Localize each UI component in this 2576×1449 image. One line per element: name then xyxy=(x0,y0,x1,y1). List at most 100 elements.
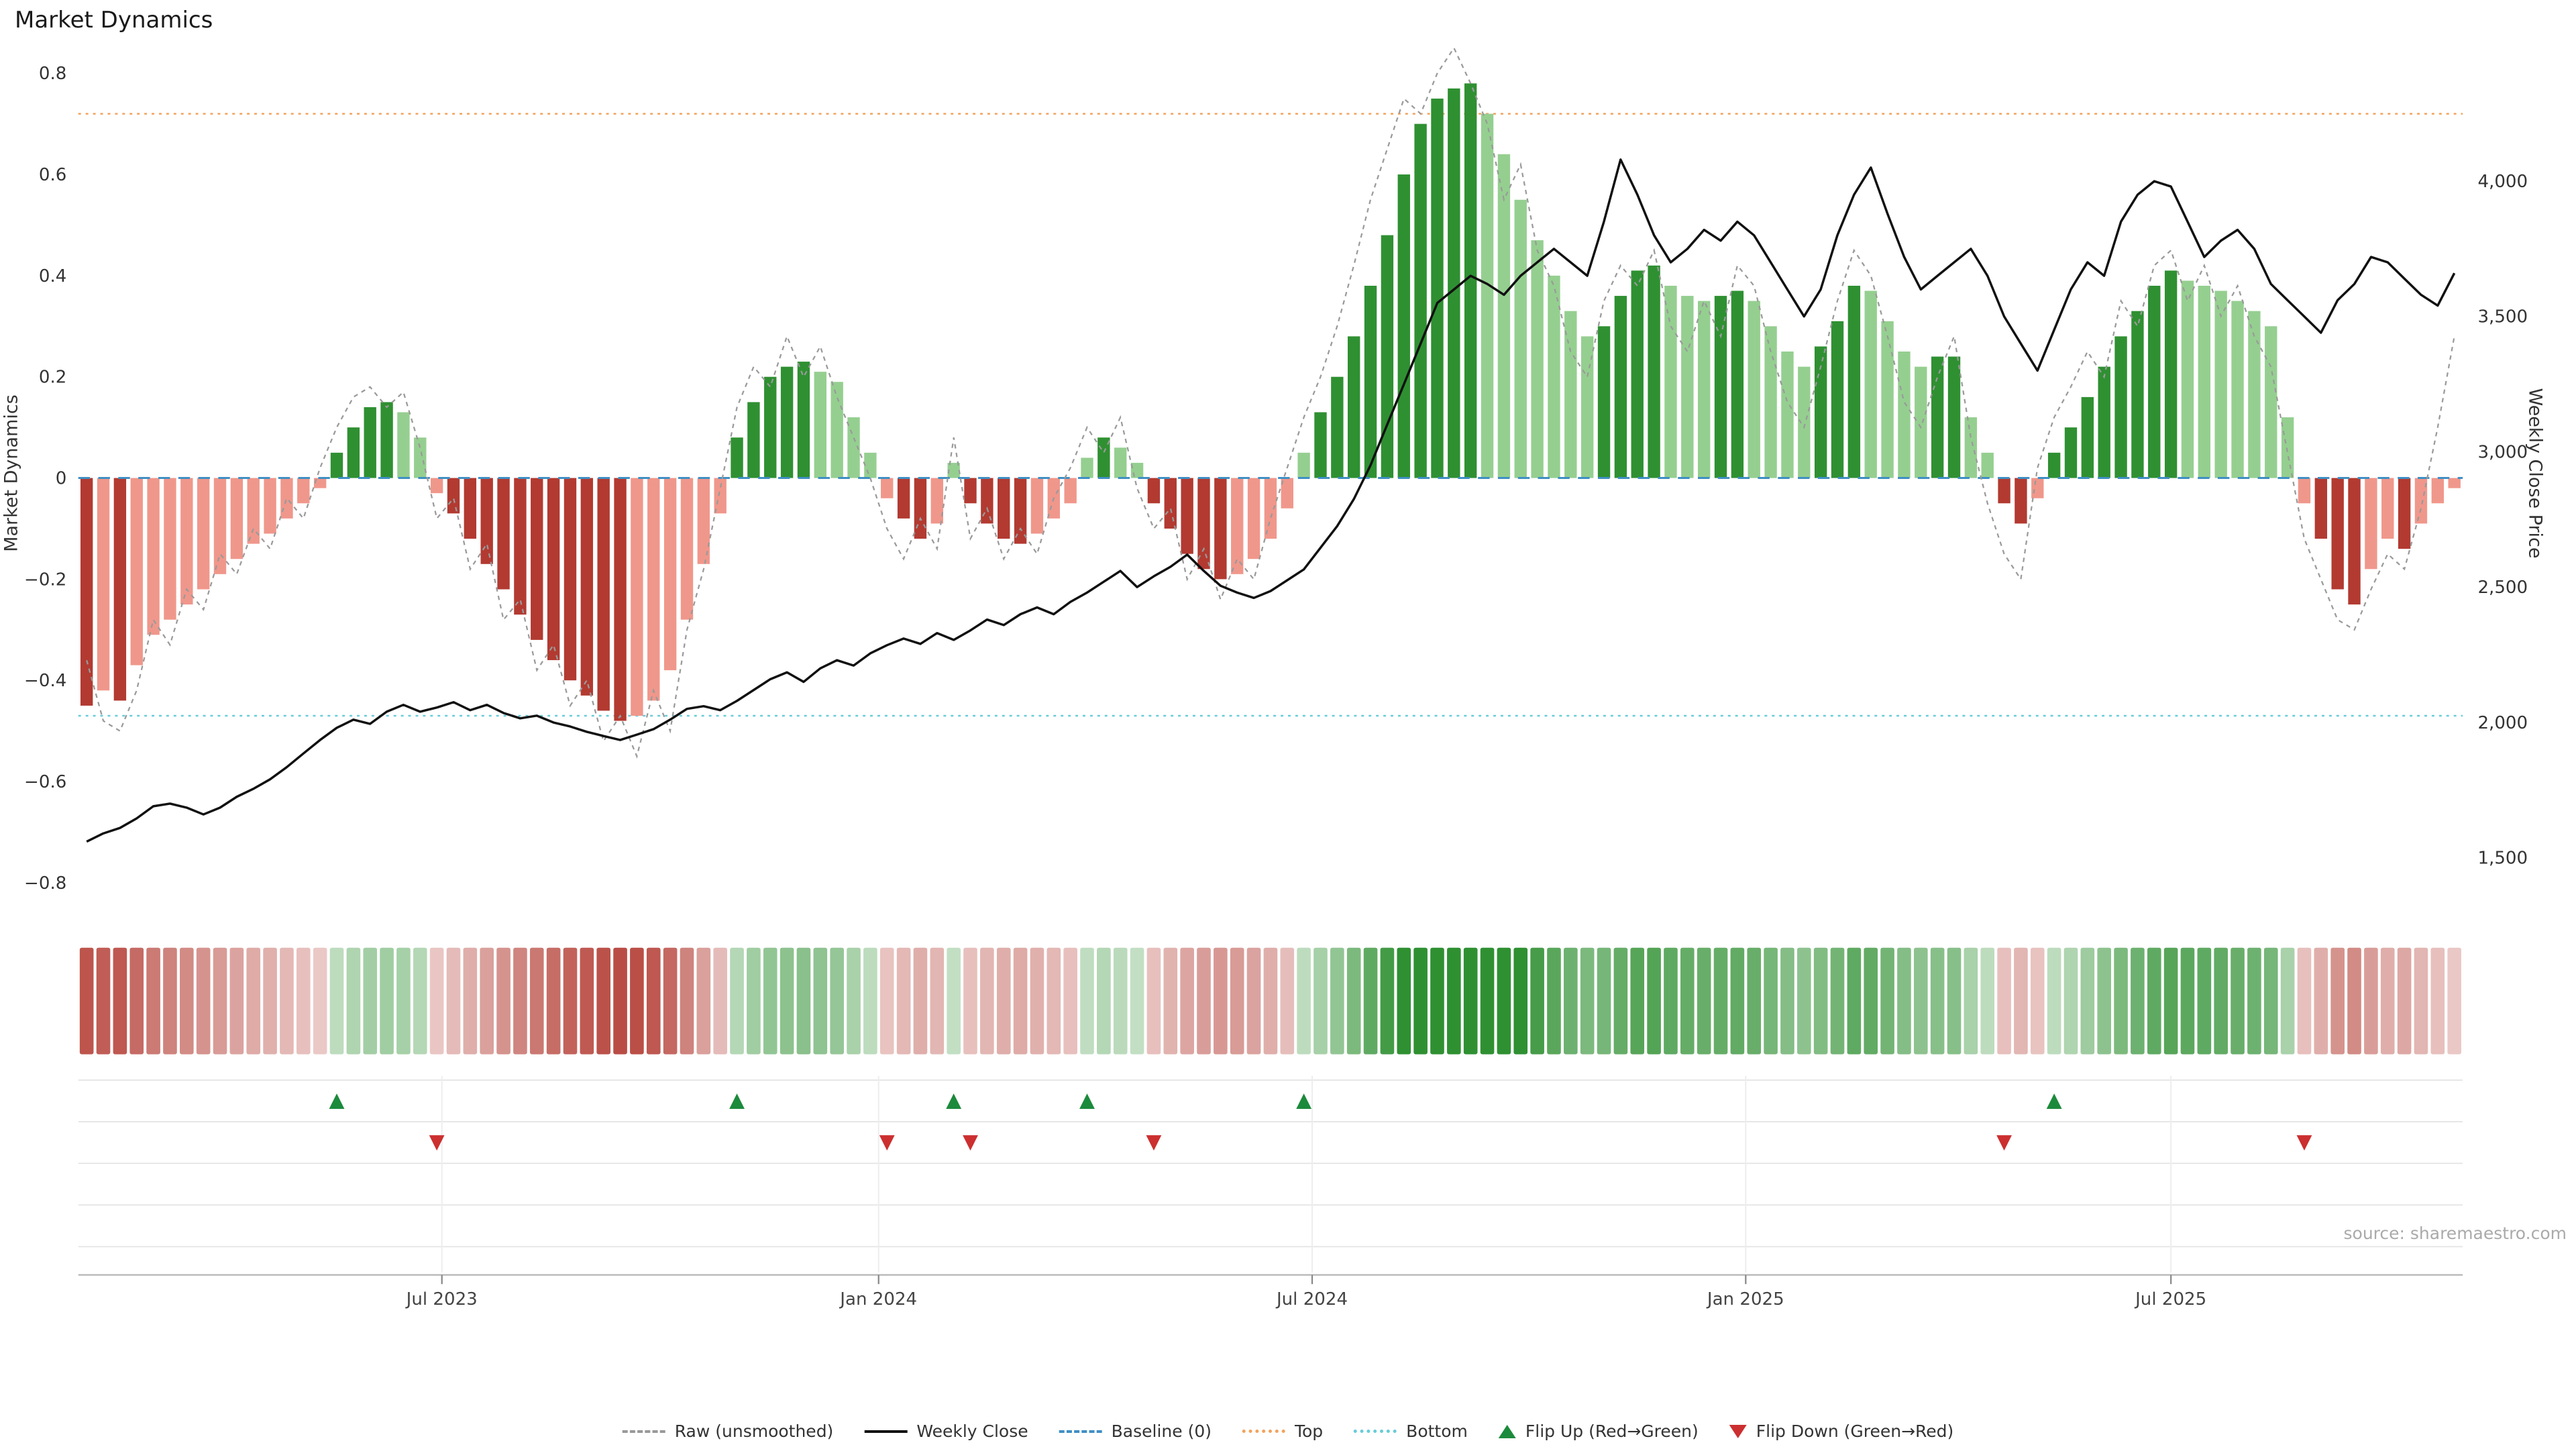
dynamics-bar xyxy=(1014,478,1027,544)
dynamics-bar xyxy=(1681,296,1694,478)
dynamics-bar xyxy=(1981,452,1994,478)
heatmap-cell xyxy=(1847,947,1862,1055)
heatmap-cell xyxy=(2247,947,2261,1055)
dynamics-bar xyxy=(930,478,943,524)
left-axis-tick-label: 0.8 xyxy=(39,64,66,84)
heatmap-cell xyxy=(463,947,478,1055)
heatmap-cell xyxy=(2197,947,2212,1055)
heatmap-cell xyxy=(1297,947,1311,1055)
dynamics-bar xyxy=(1064,478,1077,504)
dynamics-bar xyxy=(1464,83,1477,478)
dynamics-bar xyxy=(247,478,260,544)
dynamics-bar xyxy=(1081,458,1093,478)
regime-heatmap-strip xyxy=(79,947,2461,1055)
dynamics-bar xyxy=(547,478,560,661)
dynamics-bar xyxy=(1947,356,1961,478)
dynamics-bar xyxy=(1697,301,1711,478)
dynamics-bar xyxy=(1881,321,1894,478)
legend-label: Weekly Close xyxy=(916,1421,1028,1441)
heatmap-cell xyxy=(480,947,494,1055)
heatmap-cell xyxy=(1346,947,1361,1055)
heatmap-cell xyxy=(2297,947,2312,1055)
dynamics-bar xyxy=(164,478,176,620)
chart-legend: Raw (unsmoothed) Weekly Close Baseline (0)… xyxy=(622,1421,1953,1441)
heatmap-cell xyxy=(196,947,211,1055)
dynamics-bar xyxy=(1731,290,1744,478)
dynamics-bar xyxy=(364,407,376,478)
heatmap-cell xyxy=(2214,947,2229,1055)
heatmap-cell xyxy=(213,947,227,1055)
dynamics-bar xyxy=(1915,366,1927,478)
heatmap-cell xyxy=(529,947,544,1055)
dynamics-bar xyxy=(447,478,460,514)
heatmap-cell xyxy=(896,947,911,1055)
flip-up-triangle-icon xyxy=(1296,1093,1312,1110)
heatmap-cell xyxy=(1130,947,1144,1055)
heatmap-cell xyxy=(1413,947,1428,1055)
dynamics-bar xyxy=(864,452,877,478)
flip-up-triangle-icon xyxy=(729,1093,745,1110)
dynamics-bar xyxy=(764,376,777,478)
heatmap-cell xyxy=(1764,947,1778,1055)
heatmap-cell xyxy=(1796,947,1811,1055)
dynamics-bar xyxy=(897,478,910,519)
heatmap-cell xyxy=(2430,947,2445,1055)
dynamics-bar xyxy=(697,478,710,564)
dynamics-bar xyxy=(264,478,276,534)
heatmap-cell xyxy=(2030,947,2045,1055)
source-attribution: source: sharemaestro.com xyxy=(2343,1224,2567,1243)
dynamics-bar xyxy=(1798,366,1811,478)
heatmap-cell xyxy=(696,947,711,1055)
dynamics-bar xyxy=(1781,352,1794,478)
heatmap-cell xyxy=(630,947,644,1055)
dynamics-bar xyxy=(2015,478,2027,524)
dynamics-bar xyxy=(1514,199,1527,478)
heatmap-cell xyxy=(2397,947,2412,1055)
heatmap-cell xyxy=(2347,947,2361,1055)
dynamics-bar xyxy=(230,478,244,559)
dynamics-bar xyxy=(998,478,1010,539)
dynamics-bar xyxy=(1614,296,1627,478)
dynamics-bar xyxy=(1564,311,1577,478)
dynamics-bar xyxy=(964,478,977,504)
heatmap-cell xyxy=(1564,947,1578,1055)
legend-label: Bottom xyxy=(1406,1421,1468,1441)
dynamics-bar xyxy=(1631,270,1644,478)
dynamics-bar xyxy=(1481,113,1494,478)
heatmap-cell xyxy=(496,947,511,1055)
dynamics-bar xyxy=(614,478,627,721)
dynamics-bar xyxy=(914,478,927,539)
heatmap-cell xyxy=(2180,947,2195,1055)
heatmap-cell xyxy=(163,947,177,1055)
dynamics-bar xyxy=(2214,290,2227,478)
dynamics-bar xyxy=(414,437,427,478)
heatmap-cell xyxy=(446,947,461,1055)
dynamics-bar xyxy=(1297,452,1310,478)
heatmap-cell xyxy=(1830,947,1845,1055)
dynamics-bar xyxy=(113,478,127,701)
dynamics-bar xyxy=(2398,478,2411,549)
heatmap-cell xyxy=(313,947,327,1055)
left-axis-tick-label: −0.6 xyxy=(24,772,66,792)
heatmap-cell xyxy=(1530,947,1544,1055)
heatmap-cell xyxy=(1513,947,1528,1055)
dynamics-bar xyxy=(1597,326,1611,478)
dynamics-bar xyxy=(514,478,527,615)
dynamics-bar xyxy=(1181,478,1193,554)
left-axis-tick-label: −0.4 xyxy=(24,671,66,691)
dynamics-bar xyxy=(680,478,694,620)
dynamics-bar xyxy=(180,478,193,605)
dynamics-bar xyxy=(2265,326,2277,478)
heatmap-cell xyxy=(146,947,160,1055)
heatmap-cell xyxy=(1880,947,1894,1055)
legend-label: Top xyxy=(1294,1421,1324,1441)
dynamics-bar xyxy=(2248,311,2261,478)
heatmap-cell xyxy=(947,947,961,1055)
heatmap-cell xyxy=(1197,947,1211,1055)
heatmap-cell xyxy=(563,947,578,1055)
dynamics-bar xyxy=(397,412,410,478)
heatmap-cell xyxy=(1730,947,1745,1055)
heatmap-cell xyxy=(1097,947,1111,1055)
heatmap-cell xyxy=(2131,947,2145,1055)
